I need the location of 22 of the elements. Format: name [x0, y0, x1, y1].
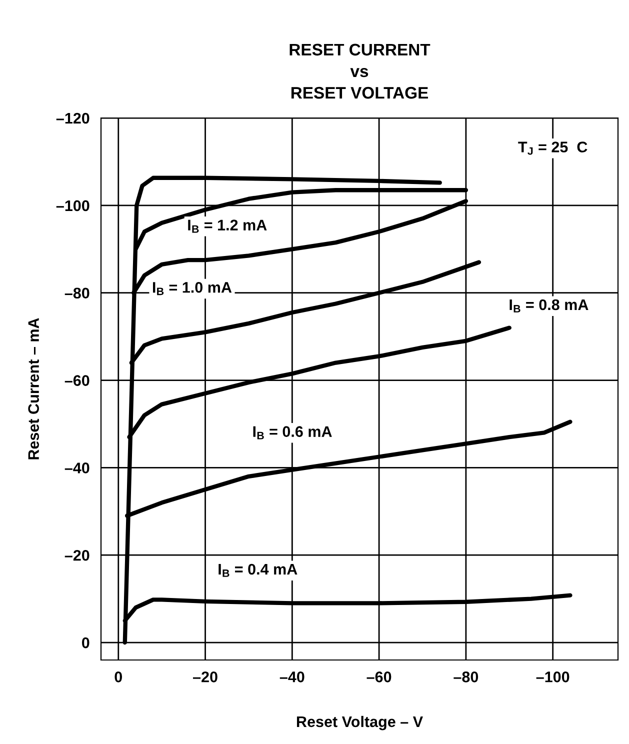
- y-tick-label: –20: [64, 550, 90, 561]
- annotation: I$_{B}$ = 1.2 mA: [188, 220, 267, 233]
- y-tick-label: –120: [56, 112, 90, 124]
- y-tick-label: 0: [82, 637, 90, 648]
- x-tick-label: –40: [280, 672, 304, 682]
- x-tick-label: –60: [366, 672, 392, 682]
- chart-title: RESET CURRENT vs RESET VOLTAGE: [290, 44, 430, 99]
- y-tick-label: –60: [64, 375, 90, 386]
- annotation: I$_{B}$ = 0.6 mA: [253, 426, 332, 440]
- x-axis-title: Reset Voltage – V: [296, 716, 423, 730]
- x-tick-label: 0: [114, 672, 122, 682]
- y-tick-label: –40: [64, 462, 90, 474]
- y-tick-label: –100: [56, 200, 90, 212]
- y-tick-label: –80: [64, 288, 90, 299]
- annotation: I$_{B}$ = 1.0 mA: [152, 282, 232, 296]
- x-tick-label: –100: [536, 672, 570, 682]
- annotation: T$_{J}$ = 25 C: [518, 142, 588, 155]
- y-axis-title: Reset Current – mA: [28, 318, 39, 460]
- annotation: I$_{B}$ = 0.8 mA: [510, 299, 588, 312]
- x-tick-label: –80: [454, 672, 478, 682]
- x-tick-label: –20: [192, 672, 218, 682]
- annotation: I$_{B}$ = 0.4 mA: [218, 564, 298, 577]
